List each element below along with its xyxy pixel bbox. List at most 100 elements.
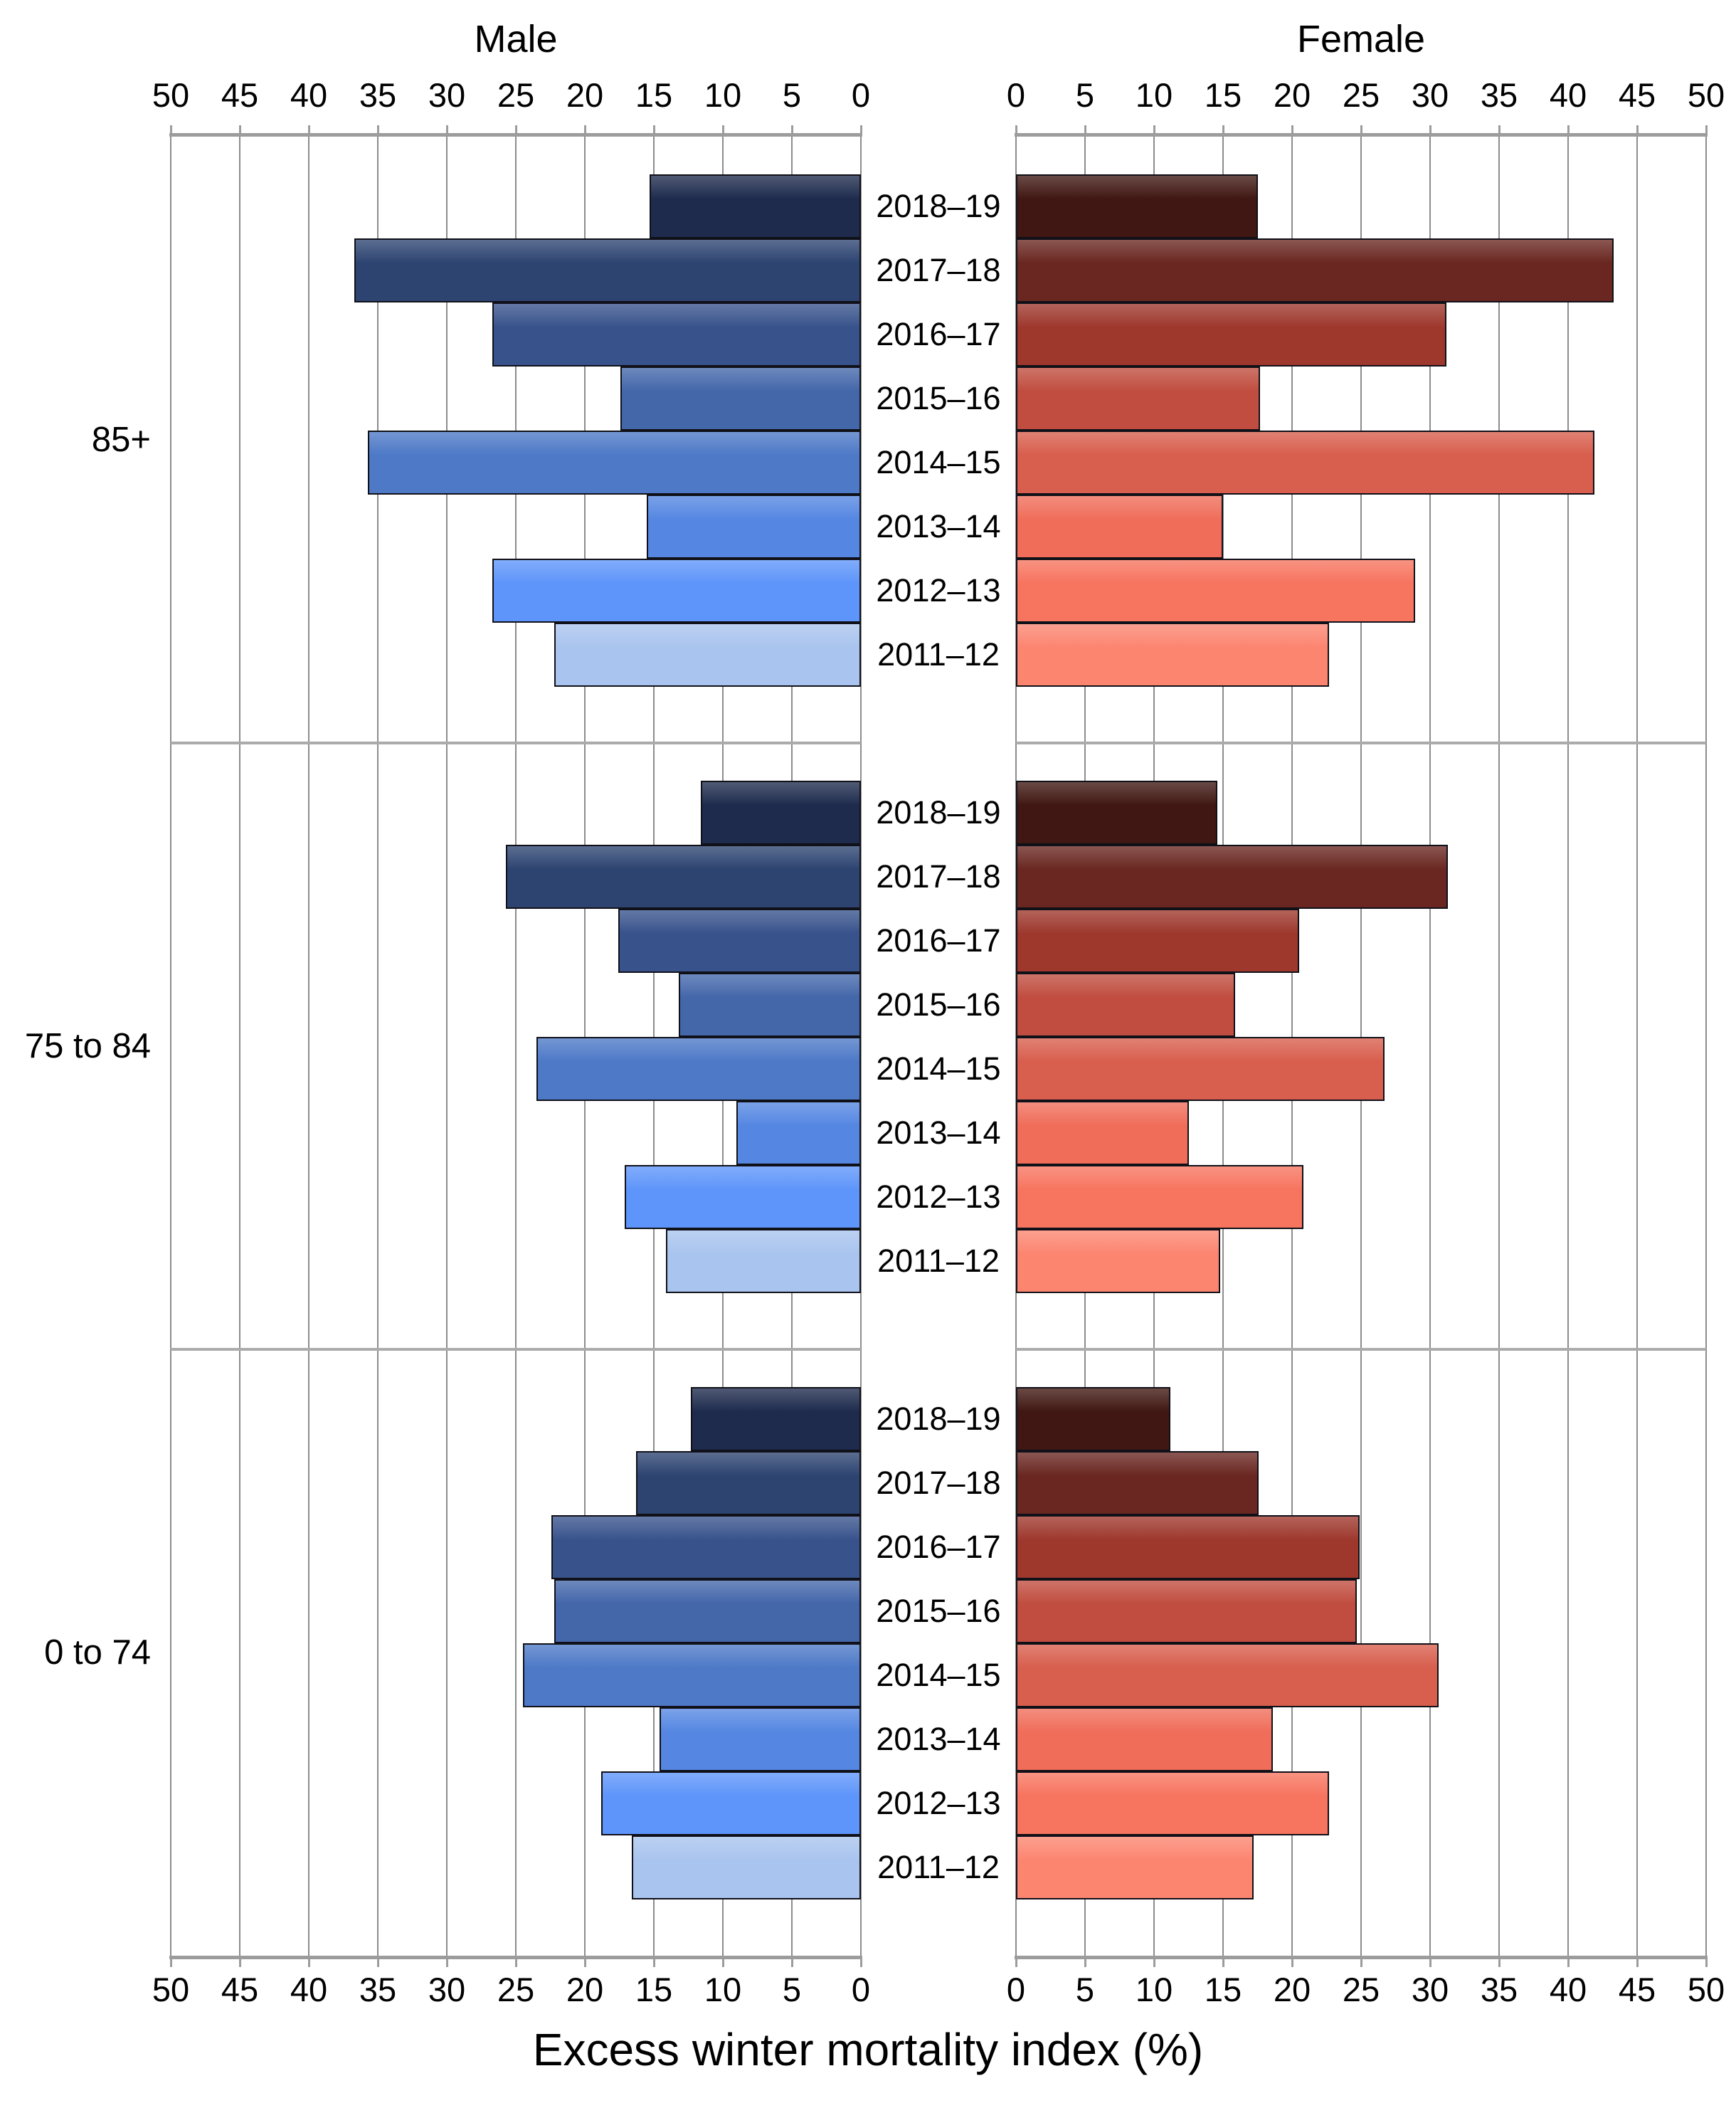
male-bottom-tick-25 [514,1956,517,1967]
bar-male-0-to-74-2017–18 [635,1451,861,1515]
male-top-tick-25 [514,125,517,137]
female-panel-title: Female [1296,18,1426,60]
bar-male-0-to-74-2013–14 [659,1707,861,1771]
female-top-tick-35 [1498,125,1501,137]
female-bottom-tick-label-50: 50 [1687,1971,1725,2008]
female-top-tick-20 [1291,125,1293,137]
bar-female-85+-2012–13 [1016,559,1415,623]
male-bottom-tick-20 [583,1956,586,1967]
bar-male-0-to-74-2014–15 [522,1643,861,1707]
male-top-tick-label-10: 10 [704,76,742,114]
male-bottom-tick-35 [376,1956,379,1967]
bar-male-75-to-84-2018–19 [700,781,861,845]
year-label-75-to-84-2016–17: 2016–17 [876,922,1001,959]
male-bottom-tick-label-15: 15 [635,1971,673,2008]
year-label-0-to-74-2015–16: 2015–16 [876,1593,1001,1629]
female-bottom-tick-label-15: 15 [1204,1971,1242,2008]
bar-male-85+-2012–13 [492,559,861,623]
female-bottom-tick-45 [1636,1956,1639,1967]
bar-female-0-to-74-2018–19 [1016,1387,1171,1451]
male-bottom-tick-5 [790,1956,793,1967]
female-top-tick-label-50: 50 [1687,76,1725,114]
male-top-axis-line [169,133,862,137]
bar-female-85+-2016–17 [1016,302,1447,367]
female-top-tick-40 [1567,125,1570,137]
group-label-85+: 85+ [91,421,151,459]
bar-male-75-to-84-2012–13 [625,1165,861,1229]
year-label-0-to-74-2013–14: 2013–14 [876,1721,1001,1757]
female-top-tick-label-15: 15 [1204,76,1242,114]
year-label-75-to-84-2012–13: 2012–13 [876,1179,1001,1215]
male-bottom-tick-40 [307,1956,310,1967]
bar-female-0-to-74-2017–18 [1016,1451,1259,1515]
male-bottom-tick-30 [445,1956,448,1967]
bar-female-75-to-84-2011–12 [1016,1229,1221,1293]
female-top-tick-label-5: 5 [1075,76,1095,114]
group-label-75-to-84: 75 to 84 [24,1027,151,1065]
year-label-85+-2017–18: 2017–18 [876,252,1001,288]
male-gridline-30 [446,137,448,1956]
bar-male-85+-2015–16 [620,367,861,431]
male-gridline-25 [515,137,517,1956]
bar-male-85+-2013–14 [647,495,861,559]
year-label-0-to-74-2017–18: 2017–18 [876,1465,1001,1501]
female-top-tick-label-35: 35 [1480,76,1518,114]
bar-female-75-to-84-2013–14 [1016,1101,1189,1165]
male-gridline-0 [860,137,862,1956]
bar-female-75-to-84-2015–16 [1016,973,1236,1037]
male-top-tick-35 [376,125,379,137]
female-bottom-tick-label-10: 10 [1135,1971,1173,2008]
year-label-0-to-74-2011–12: 2011–12 [877,1849,1000,1885]
male-top-tick-30 [445,125,448,137]
female-top-tick-label-20: 20 [1273,76,1311,114]
male-top-tick-45 [238,125,241,137]
bar-male-85+-2014–15 [368,431,861,495]
female-top-axis-line [1015,133,1708,137]
male-bottom-tick-15 [652,1956,655,1967]
female-top-tick-label-40: 40 [1549,76,1587,114]
female-bottom-tick-30 [1429,1956,1431,1967]
year-label-85+-2016–17: 2016–17 [876,316,1001,352]
male-top-tick-50 [169,125,172,137]
male-top-tick-label-30: 30 [428,76,466,114]
female-bottom-tick-50 [1705,1956,1708,1967]
female-group-separator-2 [1016,1348,1706,1351]
male-gridline-50 [170,137,171,1956]
year-label-75-to-84-2017–18: 2017–18 [876,858,1001,895]
bar-male-85+-2018–19 [650,174,861,238]
bar-female-85+-2013–14 [1016,495,1223,559]
female-bottom-tick-35 [1498,1956,1501,1967]
year-label-0-to-74-2012–13: 2012–13 [876,1785,1001,1821]
bar-female-85+-2017–18 [1016,238,1614,302]
male-top-tick-10 [721,125,724,137]
male-top-tick-label-45: 45 [221,76,259,114]
male-bottom-tick-label-0: 0 [851,1971,871,2008]
female-bottom-tick-label-40: 40 [1549,1971,1587,2008]
male-bottom-tick-label-35: 35 [359,1971,397,2008]
male-top-tick-label-35: 35 [359,76,397,114]
female-gridline-50 [1705,137,1707,1956]
bar-female-75-to-84-2018–19 [1016,781,1218,845]
male-top-tick-label-20: 20 [566,76,604,114]
male-top-tick-5 [790,125,793,137]
male-bottom-tick-45 [238,1956,241,1967]
male-top-tick-label-5: 5 [782,76,802,114]
bar-female-75-to-84-2012–13 [1016,1165,1303,1229]
female-bottom-tick-label-25: 25 [1342,1971,1380,2008]
male-top-tick-15 [652,125,655,137]
bar-male-0-to-74-2015–16 [554,1579,861,1643]
bar-female-75-to-84-2017–18 [1016,845,1449,909]
male-top-tick-0 [859,125,862,137]
male-top-tick-label-15: 15 [635,76,673,114]
male-gridline-40 [308,137,309,1956]
female-top-tick-30 [1429,125,1431,137]
female-top-tick-10 [1153,125,1155,137]
bar-female-0-to-74-2016–17 [1016,1515,1360,1579]
male-bottom-tick-label-40: 40 [290,1971,328,2008]
year-label-85+-2015–16: 2015–16 [876,380,1001,416]
bar-female-85+-2018–19 [1016,174,1258,238]
year-label-85+-2014–15: 2014–15 [876,444,1001,480]
female-gridline-45 [1636,137,1638,1956]
female-top-tick-15 [1222,125,1224,137]
